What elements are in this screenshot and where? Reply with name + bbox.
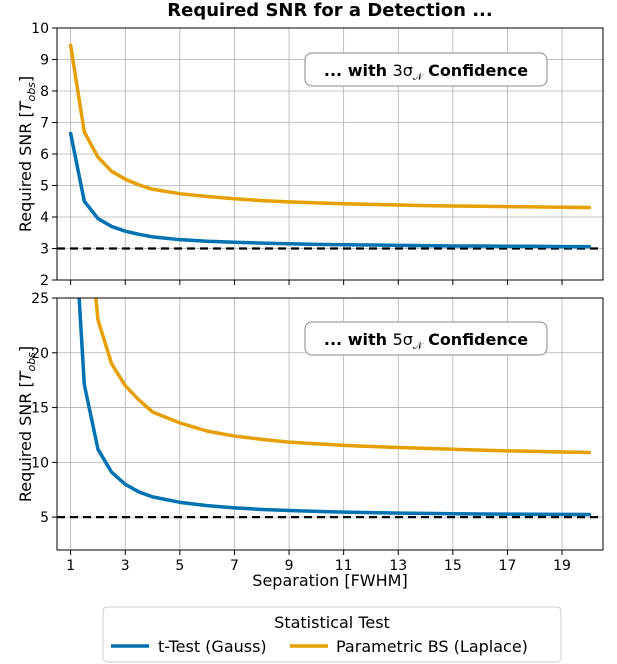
x-tick-label: 7 — [230, 558, 239, 574]
x-tick-label: 17 — [499, 558, 517, 574]
panel-top-annotation: ... with 3σ𝒩 Confidence — [304, 52, 548, 87]
legend-title: Statistical Test — [274, 613, 390, 632]
series-line-gauss — [77, 298, 592, 517]
annotation-text-bottom: ... with 5σ𝒩 Confidence — [324, 330, 528, 352]
annotation-box-bottom — [304, 321, 548, 356]
series-line-laplace — [94, 298, 592, 455]
y-tick-label: 5 — [40, 510, 49, 526]
y-tick-label: 5 — [40, 179, 49, 195]
panel-top: 2 3 4 5 6 7 8 9 10 ... with 3σ𝒩 Confidence — [31, 21, 604, 289]
y-tick-label: 3 — [40, 242, 49, 258]
series-line-gauss — [68, 131, 592, 249]
y-tick-label: 10 — [31, 21, 49, 37]
legend-label-laplace: Parametric BS (Laplace) — [336, 637, 528, 656]
panel-top-series — [68, 43, 592, 249]
panel-bottom-annotation: ... with 5σ𝒩 Confidence — [304, 321, 548, 356]
x-tick-label: 3 — [121, 558, 130, 574]
series-line-laplace — [68, 43, 592, 210]
panel-bottom-series — [77, 298, 592, 517]
x-axis-label: Separation [FWHM] — [252, 571, 407, 590]
x-tick-label: 5 — [175, 558, 184, 574]
annotation-box-top — [304, 52, 548, 87]
x-tick-label: 13 — [389, 558, 407, 574]
legend-label-gauss: t-Test (Gauss) — [158, 637, 267, 656]
y-tick-label: 9 — [40, 53, 49, 69]
y-tick-label: 7 — [40, 116, 49, 132]
legend-frame — [102, 606, 562, 663]
y-tick-label: 8 — [40, 84, 49, 100]
y-tick-label: 4 — [40, 210, 49, 226]
y-tick-label: 25 — [31, 291, 49, 307]
panel-bottom-frame — [56, 297, 604, 551]
annotation-text-top: ... with 3σ𝒩 Confidence — [324, 61, 528, 83]
y-axis-label-bottom: Required SNR [Tobs] — [16, 346, 38, 502]
x-tick-label: 1 — [66, 558, 75, 574]
y-tick-label: 10 — [31, 455, 49, 471]
y-tick-label: 6 — [40, 147, 49, 163]
y-tick-label: 2 — [40, 273, 49, 289]
x-tick-label: 11 — [335, 558, 353, 574]
y-tick-label: 15 — [31, 401, 49, 417]
x-tick-label: 15 — [444, 558, 462, 574]
legend: Statistical Test t-Test (Gauss) Parametr… — [102, 606, 562, 663]
x-tick-label: 19 — [553, 558, 571, 574]
y-axis-label-top: Required SNR [Tobs] — [16, 76, 38, 232]
figure-title: Required SNR for a Detection ... — [167, 0, 492, 21]
y-tick-label: 20 — [31, 346, 49, 362]
x-tick-label: 9 — [285, 558, 294, 574]
panel-top-ticks: 2 3 4 5 6 7 8 9 10 — [31, 21, 563, 289]
